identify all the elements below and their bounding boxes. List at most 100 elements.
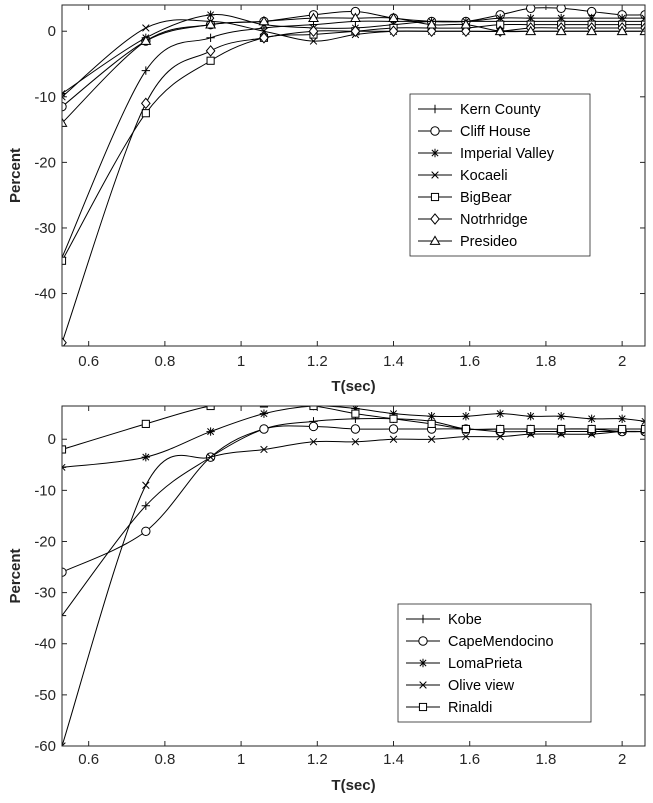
legend-item: BigBear xyxy=(418,190,512,206)
data-point xyxy=(62,336,67,346)
y-tick-label: 0 xyxy=(48,23,56,40)
data-point xyxy=(426,25,437,38)
legend-marker xyxy=(418,658,428,668)
data-point xyxy=(616,25,628,36)
legend-label: Notrhridge xyxy=(460,212,528,228)
series-presideo xyxy=(62,12,645,127)
data-point xyxy=(389,414,398,423)
data-point xyxy=(555,25,567,36)
data-point xyxy=(496,432,504,441)
x-tick-label: 1 xyxy=(237,751,245,768)
data-point xyxy=(496,409,505,418)
data-point xyxy=(525,5,536,13)
legend-item: Notrhridge xyxy=(418,212,528,228)
data-point xyxy=(308,421,319,432)
legend-marker xyxy=(430,213,440,225)
x-tick-label: 2 xyxy=(618,353,626,370)
x-tick-label: 0.6 xyxy=(78,353,99,370)
data-point xyxy=(350,25,361,38)
data-point xyxy=(427,419,436,428)
legend-label: BigBear xyxy=(460,190,512,206)
data-point xyxy=(617,414,627,423)
legend-item: LomaPrieta xyxy=(406,656,523,672)
series-lomaprieta xyxy=(62,406,645,472)
x-tick-label: 1.8 xyxy=(535,353,556,370)
data-point xyxy=(206,406,215,411)
data-point xyxy=(309,438,318,446)
x-tick-label: 1 xyxy=(237,353,245,370)
axes-box xyxy=(61,4,646,347)
data-point xyxy=(142,24,150,32)
data-point xyxy=(206,427,215,436)
x-axis-label: T(sec) xyxy=(331,777,375,794)
data-point xyxy=(557,424,566,434)
data-point xyxy=(62,611,67,620)
series-kobe xyxy=(62,414,645,620)
legend-label: Presideo xyxy=(460,234,517,250)
data-point xyxy=(351,438,360,446)
data-point xyxy=(461,424,470,434)
legend-marker xyxy=(418,636,428,646)
y-tick-label: -20 xyxy=(34,533,56,550)
legend: Kern County Cliff House Imperial Valley Koc… xyxy=(409,93,591,257)
data-point xyxy=(525,25,537,36)
x-tick-label: 2 xyxy=(618,751,626,768)
y-axis-label: Percent xyxy=(7,548,24,603)
series-line xyxy=(62,23,645,261)
data-point xyxy=(62,742,66,746)
plot-area xyxy=(62,5,645,346)
y-tick-label: -30 xyxy=(34,220,56,237)
legend-marker xyxy=(419,681,427,689)
data-point xyxy=(426,19,438,29)
x-tick-label: 1.4 xyxy=(383,353,404,370)
data-point xyxy=(62,93,66,101)
legend-item: Olive view xyxy=(406,678,515,694)
data-point xyxy=(587,13,596,23)
legend-marker xyxy=(429,235,441,245)
data-point xyxy=(308,12,319,22)
data-point xyxy=(617,13,627,23)
y-tick-label: -50 xyxy=(34,687,56,704)
data-point xyxy=(260,445,268,454)
axes-box xyxy=(61,405,646,747)
data-point xyxy=(259,31,269,44)
y-tick-label: -20 xyxy=(34,154,56,171)
data-point xyxy=(309,37,318,45)
data-point xyxy=(62,101,67,112)
data-point xyxy=(461,25,471,38)
data-point xyxy=(259,406,269,408)
data-point xyxy=(349,12,361,22)
plot-area xyxy=(62,406,645,746)
data-point xyxy=(141,501,151,510)
legend-item: Imperial Valley xyxy=(418,146,555,162)
legend-label: Rinaldi xyxy=(448,700,492,716)
y-tick-label: -60 xyxy=(34,738,56,755)
data-point xyxy=(351,406,360,413)
data-point xyxy=(140,35,152,45)
data-point xyxy=(587,414,596,423)
x-tick-label: 1.6 xyxy=(459,751,480,768)
data-point xyxy=(309,406,318,411)
data-point xyxy=(556,13,566,23)
data-point xyxy=(494,25,506,36)
data-point xyxy=(351,409,360,418)
legend: Kobe CapeMendocino LomaPrieta Olive view Rin… xyxy=(397,603,592,723)
data-point xyxy=(526,13,535,23)
data-point xyxy=(526,412,535,421)
legend-label: Kocaeli xyxy=(460,168,508,184)
series-capemendocino xyxy=(62,421,645,577)
legend-item: Kocaeli xyxy=(418,168,508,184)
y-tick-label: -40 xyxy=(34,286,56,303)
legend-item: Kern County xyxy=(418,102,541,118)
legend-item: Cliff House xyxy=(418,124,531,140)
legend-item: CapeMendocino xyxy=(406,634,554,650)
data-point xyxy=(141,66,151,75)
data-point xyxy=(427,435,436,443)
top-chart: 0.6 0.8 1 1.2 1.4 1.6 1.8 2 -40 -30 -20 -10 0 T(sec) P… xyxy=(7,4,646,395)
x-tick-label: 1.2 xyxy=(307,751,328,768)
legend-item: Presideo xyxy=(418,234,517,250)
data-point xyxy=(427,412,436,421)
legend-marker xyxy=(430,104,440,114)
data-point xyxy=(62,117,68,127)
data-point xyxy=(496,13,505,23)
